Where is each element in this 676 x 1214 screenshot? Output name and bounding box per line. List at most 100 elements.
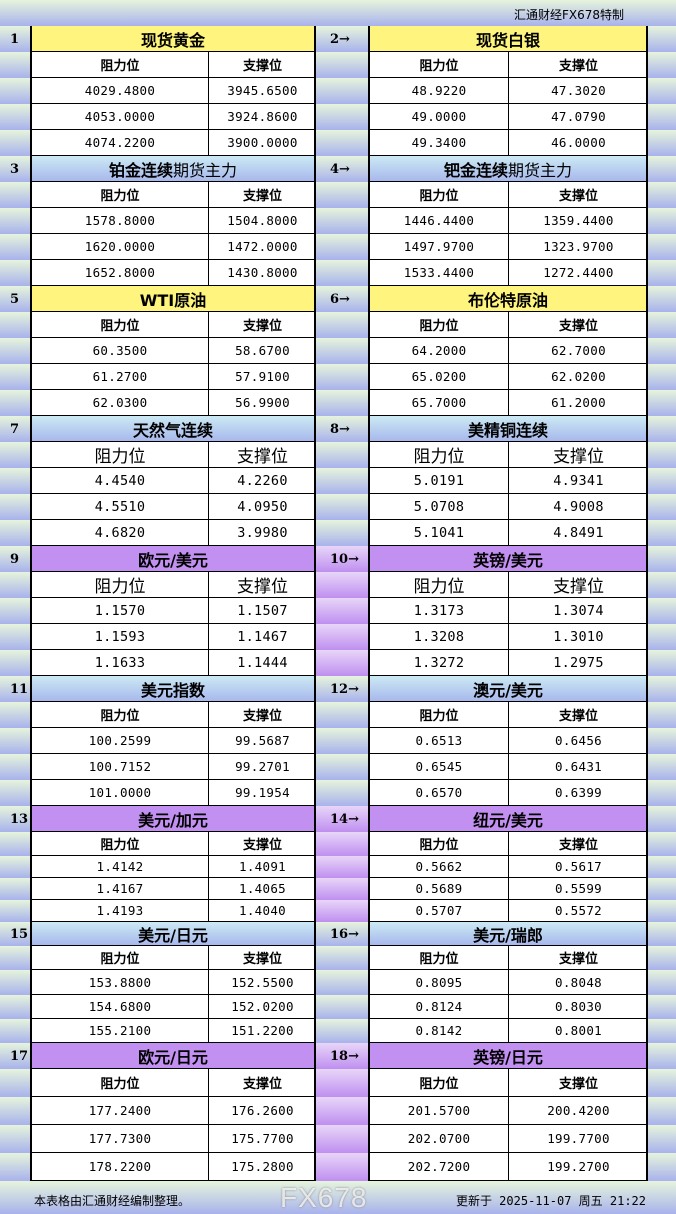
margin-cell — [0, 806, 30, 832]
resistance-header: 阻力位 — [32, 182, 209, 208]
quote-table-left: WTI原油 阻力位 支撑位 60.3500 58.6700 61.2700 57.9100 6… — [30, 286, 316, 416]
instrument-suffix: 期货主力 — [508, 160, 573, 180]
resistance-header: 阻力位 — [370, 52, 509, 78]
section-number: 11 — [10, 681, 29, 697]
middle-cell — [316, 970, 368, 995]
middle-cell — [316, 416, 368, 442]
middle-cell — [316, 182, 368, 208]
margin-cell — [0, 78, 30, 104]
margin-cell — [0, 878, 30, 900]
support-value: 175.7700 — [209, 1125, 316, 1153]
margin-cell — [648, 156, 676, 182]
section-number: 12→ — [330, 681, 359, 697]
resistance-header: 阻力位 — [32, 946, 209, 970]
middle-cell — [316, 26, 368, 52]
section-number: 3 — [10, 161, 20, 177]
instrument-title: 美元/瑞郎 — [370, 922, 646, 946]
margin-cell — [0, 286, 30, 312]
resistance-value: 0.8142 — [370, 1019, 509, 1043]
margin-cell — [0, 728, 30, 754]
support-value: 47.0790 — [509, 104, 648, 130]
margin-cell — [0, 156, 30, 182]
resistance-value: 1.1570 — [32, 598, 209, 624]
margin-cell — [0, 234, 30, 260]
section-number: 7 — [10, 421, 20, 437]
support-value: 99.1954 — [209, 780, 316, 806]
section-number: 1 — [10, 31, 20, 47]
middle-cell — [316, 572, 368, 598]
support-value: 57.9100 — [209, 364, 316, 390]
support-header: 支撑位 — [209, 702, 316, 728]
resistance-value: 65.0200 — [370, 364, 509, 390]
instrument-title: WTI原油 — [32, 286, 314, 312]
middle-cell — [316, 1043, 368, 1069]
support-header: 支撑位 — [509, 442, 648, 468]
resistance-value: 65.7000 — [370, 390, 509, 416]
margin-cell — [648, 922, 676, 946]
support-header: 支撑位 — [209, 312, 316, 338]
support-value: 3900.0000 — [209, 130, 316, 156]
resistance-value: 1.1593 — [32, 624, 209, 650]
support-value: 47.3020 — [509, 78, 648, 104]
resistance-value: 5.0708 — [370, 494, 509, 520]
section-number: 10→ — [330, 551, 359, 567]
support-value: 1472.0000 — [209, 234, 316, 260]
support-value: 200.4200 — [509, 1097, 648, 1125]
resistance-header: 阻力位 — [370, 702, 509, 728]
support-value: 1272.4400 — [509, 260, 648, 286]
margin-cell — [648, 598, 676, 624]
section-number: 8→ — [330, 421, 350, 437]
support-header: 支撑位 — [509, 312, 648, 338]
margin-cell — [0, 922, 30, 946]
top-bar: 汇通财经FX678特制 — [0, 0, 676, 26]
margin-cell — [648, 468, 676, 494]
support-value: 4.8491 — [509, 520, 648, 546]
margin-cell — [648, 1125, 676, 1153]
resistance-value: 154.6800 — [32, 995, 209, 1019]
resistance-value: 1.4142 — [32, 856, 209, 878]
margin-cell — [648, 494, 676, 520]
margin-cell — [0, 546, 30, 572]
margin-cell — [648, 1043, 676, 1069]
support-value: 1.4040 — [209, 900, 316, 922]
middle-cell — [316, 78, 368, 104]
resistance-value: 1446.4400 — [370, 208, 509, 234]
margin-cell — [0, 260, 30, 286]
support-value: 1.3010 — [509, 624, 648, 650]
support-value: 0.6456 — [509, 728, 648, 754]
margin-cell — [0, 312, 30, 338]
resistance-header: 阻力位 — [32, 52, 209, 78]
section-number: 13 — [10, 811, 29, 827]
resistance-value: 4053.0000 — [32, 104, 209, 130]
resistance-value: 62.0300 — [32, 390, 209, 416]
margin-cell — [648, 1069, 676, 1097]
quote-table-right: 美精铜连续 阻力位 支撑位 5.0191 4.9341 5.0708 4.9008 5.104… — [368, 416, 648, 546]
margin-cell — [648, 520, 676, 546]
margin-cell — [648, 676, 676, 702]
resistance-value: 201.5700 — [370, 1097, 509, 1125]
instrument-name: 铂金连续 — [108, 160, 173, 180]
middle-cell — [316, 676, 368, 702]
instrument-title: 铂金连续 期货主力 — [32, 156, 314, 182]
margin-cell — [0, 598, 30, 624]
middle-cell — [316, 754, 368, 780]
resistance-value: 202.7200 — [370, 1153, 509, 1181]
resistance-value: 0.8095 — [370, 970, 509, 995]
section-number: 17 — [10, 1048, 29, 1064]
margin-cell — [648, 806, 676, 832]
section-number: 5 — [10, 291, 20, 307]
section-number: 4→ — [330, 161, 350, 177]
resistance-value: 0.5707 — [370, 900, 509, 922]
margin-cell — [0, 900, 30, 922]
middle-cell — [316, 946, 368, 970]
margin-cell — [0, 650, 30, 676]
instrument-name: WTI原油 — [139, 290, 207, 310]
middle-cell — [316, 832, 368, 856]
margin-cell — [0, 624, 30, 650]
margin-cell — [0, 970, 30, 995]
resistance-value: 1.3208 — [370, 624, 509, 650]
instrument-title: 欧元/美元 — [32, 546, 314, 572]
section-number: 14→ — [330, 811, 359, 827]
margin-cell — [0, 1043, 30, 1069]
support-value: 0.8048 — [509, 970, 648, 995]
